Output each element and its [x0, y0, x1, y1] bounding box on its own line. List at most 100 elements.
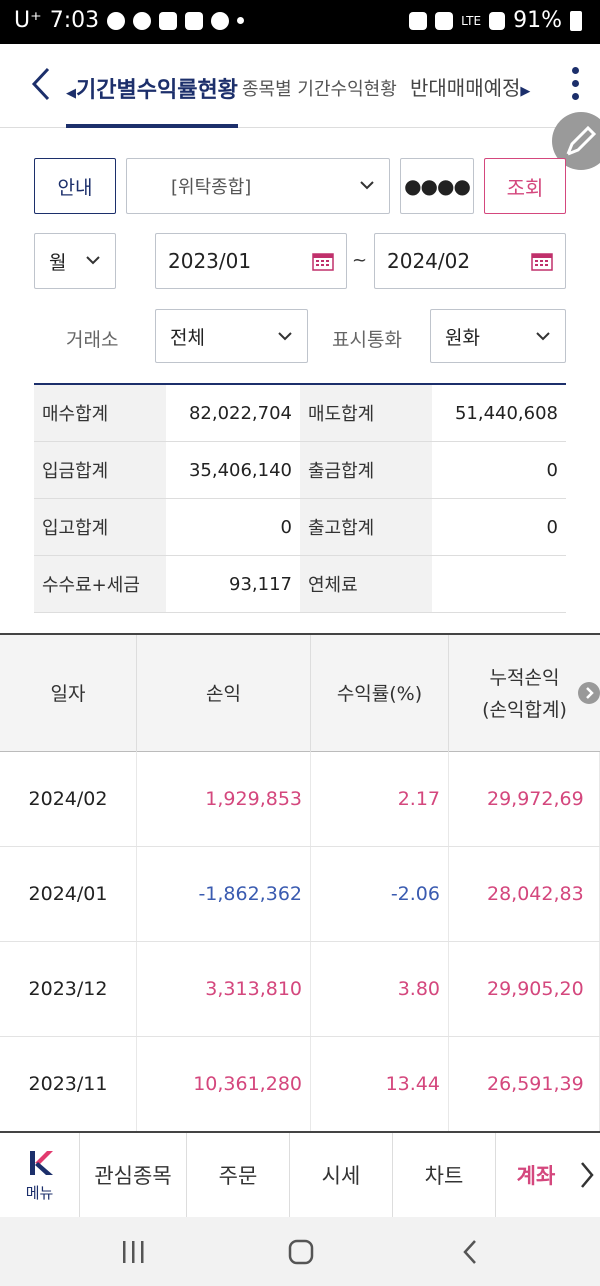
row-rate: 3.80 [311, 942, 449, 1036]
header-rate: 수익률(%) [311, 635, 449, 752]
system-nav-bar [0, 1217, 600, 1286]
late-fee-value [432, 556, 566, 612]
row-rate: 13.44 [311, 1037, 449, 1131]
header-pnl: 손익 [137, 635, 311, 752]
table-row[interactable]: 2024/02 1,929,853 2.17 29,972,69 [0, 752, 600, 847]
sync-icon [185, 11, 204, 30]
buy-total-value: 82,022,704 [188, 402, 292, 424]
deposit-total-label: 입금합계 [34, 442, 166, 498]
battery-icon [570, 10, 582, 31]
account-select[interactable]: [위탁종합] [126, 158, 390, 214]
currency-label: 표시통화 [332, 329, 402, 351]
bottom-menu: 메뉴 관심종목 주문 시세 차트 계좌 [0, 1131, 600, 1217]
period-unit-value: 월 [49, 251, 67, 274]
main-menu-button[interactable]: 메뉴 [0, 1133, 80, 1217]
summary-row: 매수합계 82,022,704 매도합계 51,440,608 [34, 385, 566, 442]
recent-apps-icon[interactable] [118, 1237, 148, 1267]
scroll-left-icon[interactable]: ◀ [66, 86, 76, 101]
system-back-icon[interactable] [456, 1237, 486, 1267]
row-date: 2023/12 [0, 942, 137, 1036]
more-notifications-dot [237, 17, 245, 24]
returns-table-header: 일자 손익 수익률(%) 누적손익 (손익합계) [0, 633, 600, 752]
network-type: LTE [461, 13, 482, 28]
row-rate: -2.06 [311, 847, 449, 941]
summary-row: 입금합계 35,406,140 출금합계 0 [34, 442, 566, 499]
header-cumulative: 누적손익 (손익합계) [449, 635, 600, 752]
exchange-label: 거래소 [66, 329, 119, 351]
date-separator: ~ [352, 250, 368, 271]
tab-stock-period-returns[interactable]: 종목별 기간수익현황 [242, 79, 397, 100]
row-pnl: 1,929,853 [137, 752, 311, 846]
row-date: 2023/11 [0, 1037, 137, 1131]
k-logo-icon [29, 1150, 53, 1175]
deposit-total-value: 35,406,140 [188, 459, 292, 481]
menu-label: 메뉴 [25, 1183, 54, 1202]
returns-table-body: 2024/02 1,929,853 2.17 29,972,69 2024/01… [0, 752, 600, 1132]
withdraw-total-value: 0 [546, 459, 558, 481]
exchange-value: 전체 [170, 326, 205, 349]
date-from-field[interactable]: 2023/01 [155, 233, 347, 289]
top-nav: ◀기간별수익률현황 종목별 기간수익현황 반대매매예정▶ [0, 44, 600, 128]
exchange-select[interactable]: 전체 [155, 309, 308, 363]
chevron-right-icon[interactable] [578, 1157, 596, 1193]
clock: 7:03 [49, 8, 100, 33]
row-rate: 2.17 [311, 752, 449, 846]
calendar-icon[interactable] [312, 251, 334, 271]
battery-percent: 91% [513, 8, 562, 33]
chevron-down-icon [360, 181, 374, 190]
table-scroll-right-icon[interactable] [578, 682, 600, 704]
menu-account[interactable]: 계좌 [516, 1164, 556, 1188]
stock-out-value: 0 [546, 516, 558, 538]
tab-forced-liquidation[interactable]: 반대매매예정▶ [410, 76, 531, 100]
chevron-down-icon [278, 332, 292, 341]
more-options-icon[interactable] [570, 64, 580, 104]
date-to-value: 2024/02 [387, 249, 471, 273]
date-from-value: 2023/01 [168, 249, 252, 273]
carrier-label: U⁺ [14, 8, 42, 33]
chevron-down-icon [536, 332, 550, 341]
password-field[interactable]: ●●●● [400, 158, 474, 214]
chevron-down-icon [86, 256, 100, 265]
signal-icon [489, 11, 506, 30]
sim-icon [409, 11, 428, 30]
stock-in-label: 입고합계 [34, 499, 166, 555]
table-row[interactable]: 2024/01 -1,862,362 -2.06 28,042,83 [0, 847, 600, 942]
header-cumulative-line2: (손익합계) [482, 698, 567, 721]
row-pnl: -1,862,362 [137, 847, 311, 941]
back-arrow-icon[interactable] [28, 66, 54, 102]
opera-icon [211, 11, 230, 30]
query-button[interactable]: 조회 [484, 158, 566, 214]
gallery-icon [159, 11, 178, 30]
row-cumulative: 29,972,69 [449, 752, 600, 846]
sell-total-value: 51,440,608 [454, 402, 558, 424]
fees-tax-value: 93,117 [229, 573, 292, 595]
period-unit-select[interactable]: 월 [34, 233, 116, 289]
buy-total-label: 매수합계 [34, 385, 166, 441]
menu-order[interactable]: 주문 [187, 1133, 290, 1217]
date-to-field[interactable]: 2024/02 [374, 233, 566, 289]
fees-tax-label: 수수료+세금 [34, 556, 166, 612]
row-cumulative: 29,905,20 [449, 942, 600, 1036]
header-date: 일자 [0, 635, 137, 752]
row-cumulative: 28,042,83 [449, 847, 600, 941]
sell-total-label: 매도합계 [300, 385, 432, 441]
menu-quotes[interactable]: 시세 [290, 1133, 393, 1217]
home-icon[interactable] [286, 1237, 316, 1267]
currency-select[interactable]: 원화 [430, 309, 566, 363]
menu-watchlist[interactable]: 관심종목 [80, 1133, 187, 1217]
row-date: 2024/01 [0, 847, 137, 941]
summary-row: 수수료+세금 93,117 연체료 [34, 556, 566, 613]
tab-period-returns[interactable]: ◀기간별수익률현황 [66, 72, 238, 128]
row-pnl: 3,313,810 [137, 942, 311, 1036]
scroll-right-tabs-icon[interactable]: ▶ [520, 84, 531, 99]
row-date: 2024/02 [0, 752, 137, 846]
app-notification-icon [133, 11, 152, 30]
account-value: [위탁종합] [171, 177, 252, 198]
late-fee-label: 연체료 [300, 556, 432, 612]
table-row[interactable]: 2023/11 10,361,280 13.44 26,591,39 [0, 1037, 600, 1132]
row-cumulative: 26,591,39 [449, 1037, 600, 1131]
menu-chart[interactable]: 차트 [393, 1133, 496, 1217]
table-row[interactable]: 2023/12 3,313,810 3.80 29,905,20 [0, 942, 600, 1037]
guide-button[interactable]: 안내 [34, 158, 116, 214]
calendar-icon[interactable] [531, 251, 553, 271]
